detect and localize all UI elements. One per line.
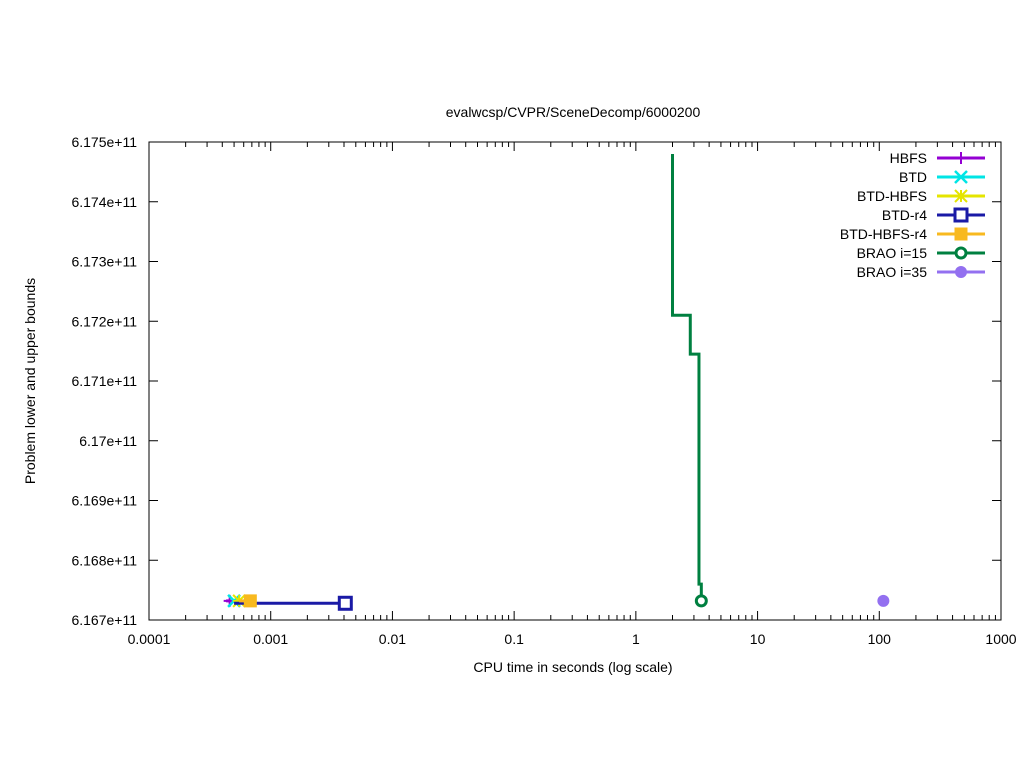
legend-marker	[954, 246, 968, 260]
series-brao-i-35	[877, 594, 890, 607]
legend-entry-hbfs: HBFS	[890, 150, 985, 166]
legend-marker	[953, 207, 969, 223]
legend-label: BTD-HBFS	[857, 188, 927, 204]
legend: HBFS BTD BTD-HBFS BTD-r4 BTD-HBFS-r4 BRAO i=1…	[840, 150, 985, 280]
x-tick-label: 10	[750, 631, 766, 647]
x-tick-label: 0.1	[504, 631, 524, 647]
legend-marker	[954, 227, 968, 241]
legend-entry-btd-r4: BTD-r4	[882, 207, 985, 223]
plot-series	[223, 153, 890, 611]
legend-label: BTD	[899, 169, 927, 185]
y-tick-label: 6.173e+11	[71, 254, 137, 270]
legend-marker	[954, 189, 968, 203]
legend-label: HBFS	[890, 150, 927, 166]
chart-title: evalwcsp/CVPR/SceneDecomp/6000200	[446, 104, 701, 120]
x-tick-label: 100	[868, 631, 892, 647]
y-tick-label: 6.17e+11	[79, 433, 137, 449]
y-tick-label: 6.171e+11	[71, 373, 137, 389]
x-tick-label: 0.001	[253, 631, 288, 647]
legend-label: BTD-r4	[882, 207, 927, 223]
data-point-btd-r4	[337, 595, 353, 611]
legend-entry-brao-i-15: BRAO i=15	[857, 245, 985, 261]
x-axis-label: CPU time in seconds (log scale)	[473, 659, 672, 675]
legend-entry-btd-hbfs-r4: BTD-HBFS-r4	[840, 226, 985, 242]
legend-entry-brao-i-35: BRAO i=35	[857, 264, 985, 280]
legend-marker	[954, 170, 968, 184]
data-point-btd-hbfs-r4	[243, 594, 257, 608]
y-tick-label: 6.172e+11	[71, 313, 137, 329]
data-point-brao-i-35	[877, 594, 890, 607]
axis-ticks: 0.0001 0.001 0.01 0.1 1 10 100 1000 6.167e+11 6.1…	[71, 134, 1016, 647]
legend-entry-btd: BTD	[899, 169, 985, 185]
data-point-brao-i-15	[694, 594, 708, 608]
legend-label: BTD-HBFS-r4	[840, 226, 927, 242]
plot-area-frame	[148, 141, 1002, 621]
legend-marker	[955, 266, 967, 278]
legend-label: BRAO i=15	[857, 245, 928, 261]
x-tick-label: 1000	[985, 631, 1016, 647]
legend-label: BRAO i=35	[857, 264, 928, 280]
y-tick-label: 6.167e+11	[71, 612, 137, 628]
x-tick-label: 0.01	[379, 631, 406, 647]
y-tick-label: 6.168e+11	[71, 552, 137, 568]
legend-entry-btd-hbfs: BTD-HBFS	[857, 188, 985, 204]
series-line-brao-i-15	[670, 153, 703, 601]
y-tick-label: 6.174e+11	[71, 194, 137, 210]
series-btd-hbfs-r4	[239, 594, 257, 608]
series-brao-i-15	[670, 153, 708, 608]
x-tick-label: 1	[632, 631, 640, 647]
y-tick-label: 6.175e+11	[71, 134, 137, 150]
y-tick-label: 6.169e+11	[71, 493, 137, 509]
legend-marker	[955, 152, 967, 164]
y-axis-label: Problem lower and upper bounds	[22, 278, 38, 484]
x-tick-label: 0.0001	[128, 631, 171, 647]
